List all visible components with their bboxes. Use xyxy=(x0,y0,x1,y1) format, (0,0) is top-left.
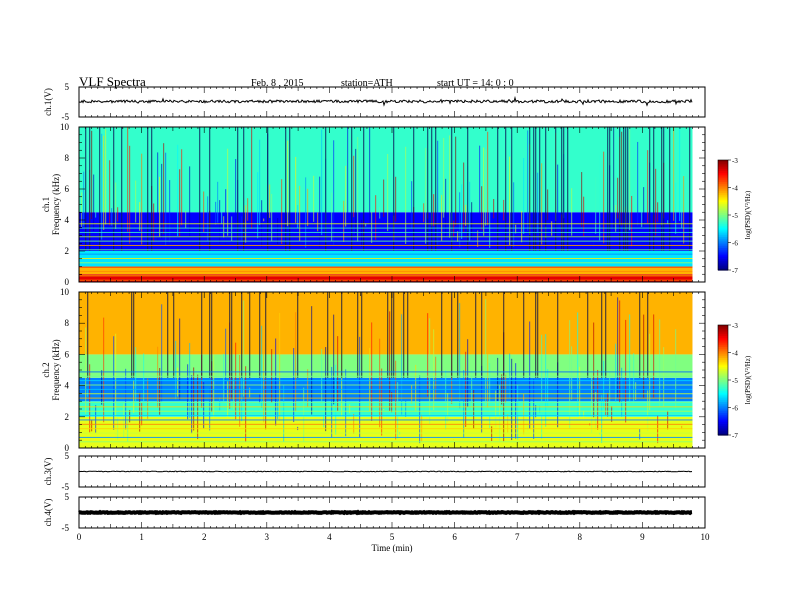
ch2-spectrogram-band xyxy=(79,401,693,417)
ch2-spectrogram-colorbar-tick: -7 xyxy=(732,432,738,440)
ch1-spectrogram-ylabel-line: ch.1 xyxy=(41,197,51,212)
ch2-spectrogram-image xyxy=(79,292,693,448)
ch1-spectrogram-ylabel: ch.1 Frequency (kHz) xyxy=(41,174,61,235)
xtick-label: 10 xyxy=(701,532,711,542)
ch2-spectrogram-ytick-label: 8 xyxy=(65,318,70,328)
ch1-spectrogram-ytick-label: 10 xyxy=(60,122,70,132)
ch2-spectrogram-colorbar-tick: -4 xyxy=(732,350,738,358)
ch2-spectrogram-ytick-label: 10 xyxy=(60,287,70,297)
ch1-spectrogram-ytick-label: 6 xyxy=(65,184,70,194)
xtick-label: 2 xyxy=(202,532,207,542)
ch1-spectrogram-colorbar-tick: -5 xyxy=(732,212,738,220)
ch1-spectrogram-colorbar-tick: -6 xyxy=(732,240,738,248)
xtick-label: 8 xyxy=(578,532,583,542)
xtick-label: 1 xyxy=(139,532,144,542)
xtick-label: 6 xyxy=(452,532,457,542)
ch3-waveform-ylabel-line: ch.3(V) xyxy=(43,458,53,486)
ch2-spectrogram-band xyxy=(79,292,693,355)
ch2-spectrogram-colorbar: -3 -4 -5 -6 -7 log(PSD)(V²/Hz) xyxy=(717,322,752,440)
ch2-spectrogram-band xyxy=(79,416,693,448)
ch3-waveform-ytick-label: 5 xyxy=(65,451,70,461)
ch4-waveform-ytick-label: -5 xyxy=(62,523,70,533)
date-label: Feb. 8 , 2015 xyxy=(251,78,304,89)
ch1-spectrogram-ytick-label: 2 xyxy=(65,246,70,256)
ch2-spectrogram-band xyxy=(79,354,693,378)
ch4-waveform-ylabel: ch.4(V) xyxy=(43,499,53,527)
station-label: station=ATH xyxy=(341,78,393,89)
ch1-spectrogram-colorbar: -3 -4 -5 -6 -7 log(PSD)(V²/Hz) xyxy=(717,157,752,275)
ch2-spectrogram-colorbar-tick: -6 xyxy=(732,405,738,413)
ch1-spectrogram-band xyxy=(79,127,693,213)
ch3-waveform-ytick-label: -5 xyxy=(62,482,70,492)
ch4-waveform-ylabel-line: ch.4(V) xyxy=(43,499,53,527)
ch1-spectrogram-band xyxy=(79,266,693,275)
ch1-spectrogram-ytick-label: 4 xyxy=(65,215,70,225)
ch2-spectrogram-ytick-label: 6 xyxy=(65,349,70,359)
ch2-spectrogram-ytick-label: 0 xyxy=(65,443,70,453)
xtick-label: 3 xyxy=(265,532,270,542)
plot-title: VLF Spectra xyxy=(79,74,146,89)
ch1-spectrogram-ylabel-line: Frequency (kHz) xyxy=(51,174,61,235)
ch2-spectrogram-ylabel: ch.2 Frequency (kHz) xyxy=(41,339,61,400)
ch1-spectrogram-band xyxy=(79,274,693,282)
ch2-spectrogram-ylabel-line: ch.2 xyxy=(41,362,51,377)
ch2-spectrogram-colorbar-label: log(PSD)(V²/Hz) xyxy=(744,355,752,404)
ch4-waveform-ytick-label: 5 xyxy=(65,492,70,502)
ch1-spectrogram-colorbar-tick: -7 xyxy=(732,267,738,275)
ch1-waveform-ylabel: ch.1(V) xyxy=(43,88,53,116)
ch1-spectrogram-colorbar-tick: -3 xyxy=(732,157,738,165)
ch2-spectrogram-ylabel-line: Frequency (kHz) xyxy=(51,339,61,400)
ch1-waveform-ytick-label: 5 xyxy=(65,82,70,92)
ch3-waveform-trace xyxy=(78,470,693,473)
xtick-label: 9 xyxy=(640,532,645,542)
ch1-spectrogram-colorbar-tick: -4 xyxy=(732,185,738,193)
ch1-waveform-trace xyxy=(78,95,693,107)
xtick-label: 4 xyxy=(327,532,332,542)
xtick-label: 7 xyxy=(515,532,520,542)
ch2-spectrogram-colorbar-tick: -3 xyxy=(732,322,738,330)
ch2-spectrogram-ytick-label: 4 xyxy=(65,381,70,391)
ch1-spectrogram-ytick-label: 0 xyxy=(65,277,70,287)
ch1-spectrogram-image xyxy=(79,127,693,282)
ch1-waveform-ytick-label: -5 xyxy=(62,112,70,122)
ch1-spectrogram-colorbar-label: log(PSD)(V²/Hz) xyxy=(744,190,752,239)
ch3-waveform-ylabel: ch.3(V) xyxy=(43,458,53,486)
start-time-label: start UT = 14: 0 : 0 xyxy=(437,78,514,89)
ch2-spectrogram-ytick-label: 2 xyxy=(65,412,70,422)
ch1-spectrogram-ytick-label: 8 xyxy=(65,153,70,163)
xtick-label: 5 xyxy=(390,532,395,542)
x-axis-label: Time (min) xyxy=(372,543,413,553)
xtick-label: 0 xyxy=(77,532,82,542)
ch2-spectrogram-colorbar-tick: -5 xyxy=(732,377,738,385)
ch1-waveform-ylabel-line: ch.1(V) xyxy=(43,88,53,116)
ch4-waveform-trace xyxy=(78,509,693,516)
